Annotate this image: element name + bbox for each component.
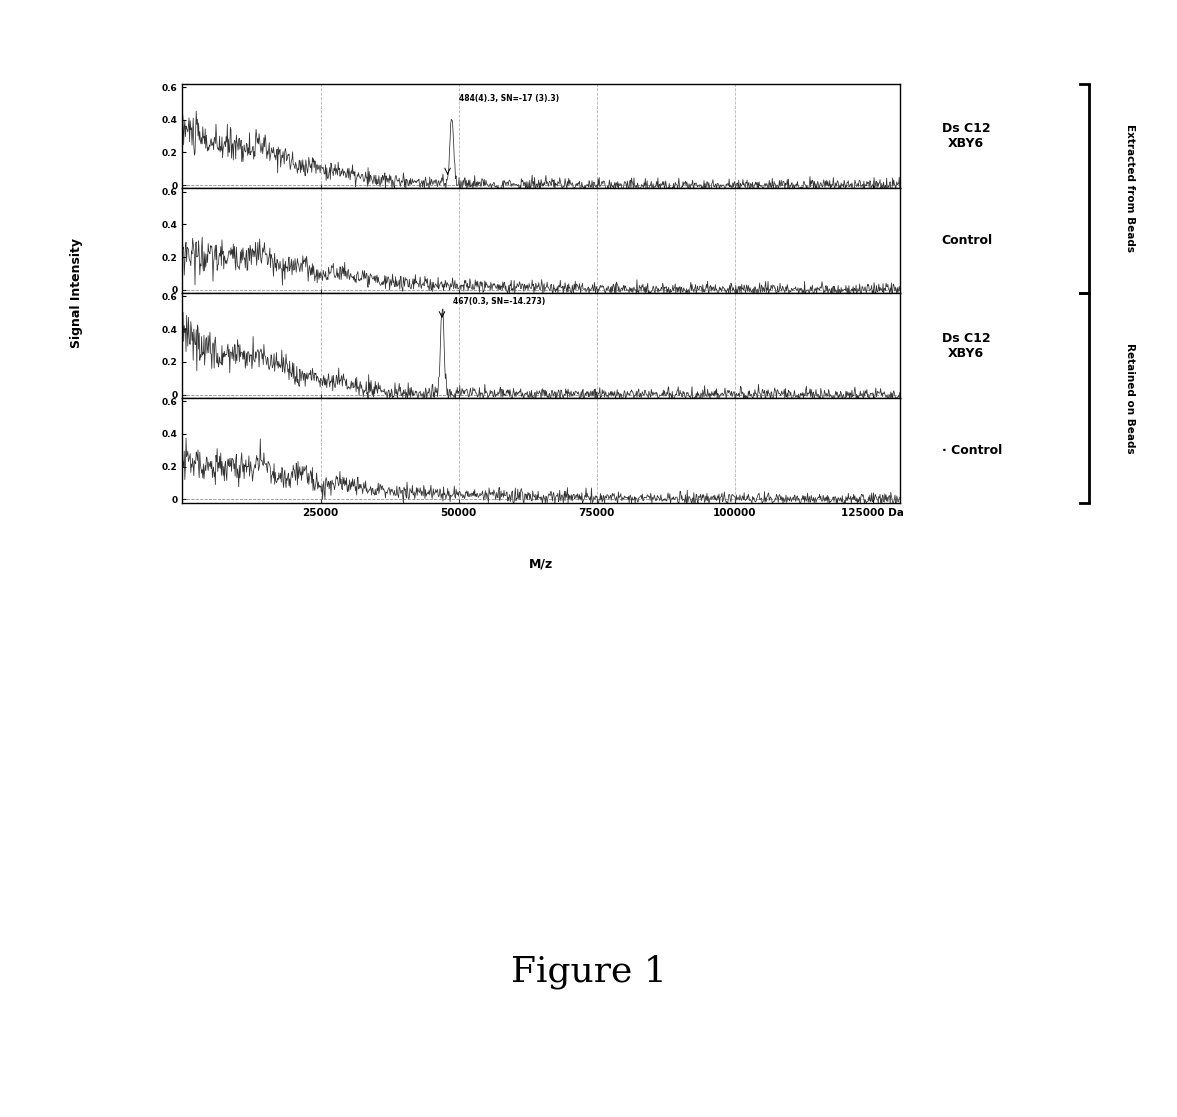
Text: · Control: · Control (942, 443, 1002, 457)
Text: Control: Control (942, 235, 992, 247)
Text: Ds C12
XBY6: Ds C12 XBY6 (942, 122, 990, 150)
Text: Figure 1: Figure 1 (511, 955, 666, 989)
Text: Signal Intensity: Signal Intensity (69, 238, 84, 349)
Text: M/z: M/z (530, 557, 553, 571)
Text: 484(4).3, SN=-17 (3).3): 484(4).3, SN=-17 (3).3) (459, 95, 559, 104)
Text: 467(0.3, SN=-14.273): 467(0.3, SN=-14.273) (453, 297, 545, 306)
Text: Retained on Beads: Retained on Beads (1125, 343, 1135, 454)
Text: Extracted from Beads: Extracted from Beads (1125, 124, 1135, 252)
Text: Ds C12
XBY6: Ds C12 XBY6 (942, 332, 990, 360)
